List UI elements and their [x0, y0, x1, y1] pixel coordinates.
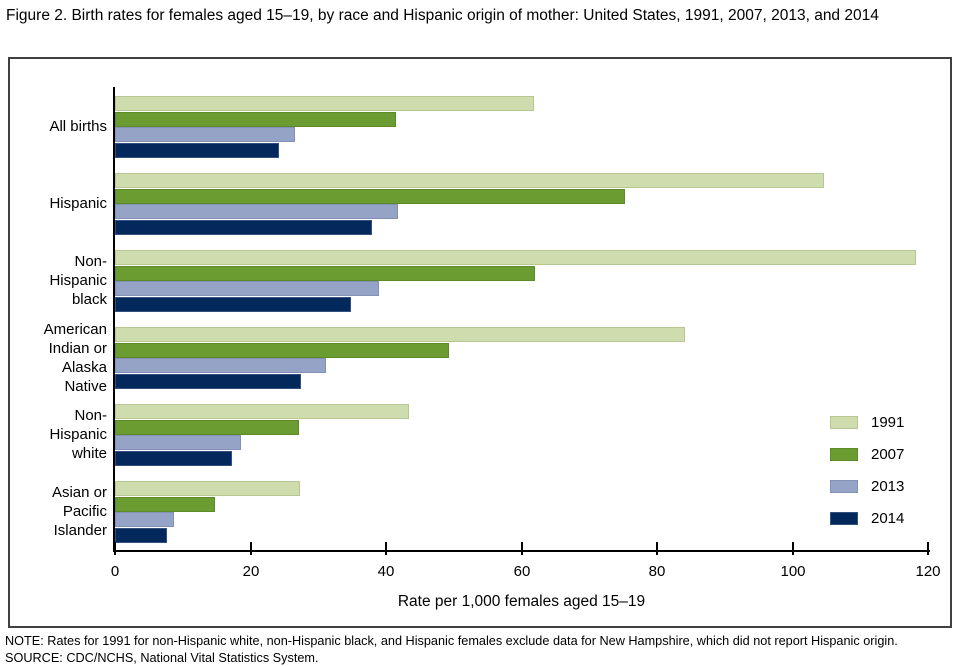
x-tick-40: [385, 542, 387, 555]
bar-american-indian-or-alaska-native-1991: [115, 327, 685, 342]
legend-label-2013: 2013: [871, 477, 905, 495]
category-label-asian-or-pacific-islander: Asian or Pacific Islander: [51, 484, 107, 539]
legend-label-2014: 2014: [871, 509, 905, 527]
bar-non-hispanic-black-2013: [115, 281, 379, 296]
legend-row-1991: 1991: [830, 406, 904, 438]
bar-hispanic-2007: [115, 188, 625, 204]
x-tick-label-100: 100: [780, 563, 806, 580]
x-tick-label-20: 20: [242, 563, 260, 580]
x-tick-20: [250, 542, 252, 555]
plot-area: [113, 87, 930, 552]
legend-label-2007: 2007: [871, 445, 905, 463]
bar-non-hispanic-black-2007: [115, 265, 535, 281]
bar-all-births-1991: [115, 96, 534, 111]
bar-non-hispanic-white-2014: [115, 450, 232, 466]
bar-asian-or-pacific-islander-1991: [115, 481, 300, 496]
figure-title: Figure 2. Birth rates for females aged 1…: [6, 7, 879, 24]
x-tick-80: [656, 542, 658, 555]
x-tick-label-0: 0: [110, 563, 120, 580]
category-label-all-births: All births: [49, 118, 107, 135]
bar-hispanic-2014: [115, 219, 372, 235]
source-text: SOURCE: CDC/NCHS, National Vital Statist…: [5, 651, 319, 665]
bar-non-hispanic-black-2014: [115, 296, 351, 312]
bar-asian-or-pacific-islander-2007: [115, 496, 215, 512]
bar-american-indian-or-alaska-native-2007: [115, 342, 449, 358]
x-tick-60: [521, 542, 523, 555]
bar-all-births-2014: [115, 142, 279, 158]
bar-american-indian-or-alaska-native-2014: [115, 373, 301, 389]
bar-all-births-2007: [115, 111, 396, 127]
x-tick-120: [927, 542, 929, 555]
bar-asian-or-pacific-islander-2013: [115, 512, 174, 527]
legend-swatch-2007: [830, 447, 858, 461]
bar-non-hispanic-black-1991: [115, 250, 916, 265]
x-tick-label-80: 80: [648, 563, 666, 580]
bar-american-indian-or-alaska-native-2013: [115, 358, 326, 373]
legend-swatch-2014: [830, 511, 858, 525]
x-axis-title: Rate per 1,000 females aged 15–19: [397, 593, 646, 610]
legend-swatch-2013: [830, 479, 858, 493]
bar-asian-or-pacific-islander-2014: [115, 527, 167, 543]
x-tick-label-60: 60: [513, 563, 531, 580]
legend: 1991 2007 2013 2014: [830, 406, 904, 534]
x-tick-label-120: 120: [915, 563, 941, 580]
bar-non-hispanic-white-1991: [115, 404, 409, 419]
note-text: NOTE: Rates for 1991 for non-Hispanic wh…: [5, 634, 898, 648]
legend-row-2007: 2007: [830, 438, 904, 470]
legend-label-1991: 1991: [871, 413, 905, 431]
x-tick-label-40: 40: [377, 563, 395, 580]
legend-row-2014: 2014: [830, 502, 904, 534]
x-tick-0: [114, 542, 116, 555]
bar-all-births-2013: [115, 127, 295, 142]
legend-row-2013: 2013: [830, 470, 904, 502]
bar-hispanic-2013: [115, 204, 398, 219]
category-label-non-hispanic-white: Non- Hispanic white: [49, 407, 107, 462]
bar-hispanic-1991: [115, 173, 824, 188]
legend-swatch-1991: [830, 415, 858, 429]
category-label-american-indian-or-alaska-native: American Indian or Alaska Native: [43, 321, 107, 395]
x-tick-100: [792, 542, 794, 555]
category-label-hispanic: Hispanic: [49, 195, 107, 212]
bar-non-hispanic-white-2013: [115, 435, 241, 450]
category-label-non-hispanic-black: Non- Hispanic black: [49, 253, 107, 308]
bar-non-hispanic-white-2007: [115, 419, 299, 435]
